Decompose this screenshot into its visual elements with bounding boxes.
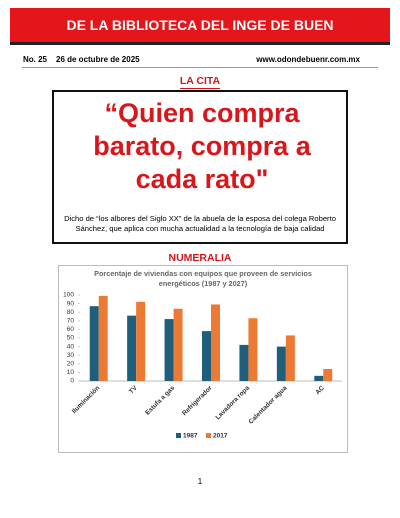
bar (314, 375, 324, 381)
y-tick-label: 10 (67, 369, 75, 376)
section-heading: NUMERALIA (0, 252, 400, 266)
issue-date: 26 de octubre de 2025 (56, 55, 140, 64)
y-tick-label: 80 (67, 309, 75, 316)
bar (248, 318, 258, 381)
chart-frame (58, 265, 348, 453)
legend-swatch (176, 433, 181, 438)
y-tick-label: 60 (67, 326, 75, 333)
quote-line: barato, compra a (93, 131, 311, 161)
legend-label: 1987 (183, 433, 198, 440)
bar (239, 344, 249, 381)
bar (127, 315, 137, 381)
quote-line: cada rato" (135, 164, 269, 194)
y-tick-label: 20 (67, 361, 75, 368)
bar (285, 335, 295, 381)
x-tick-label: Calentador agua (248, 384, 289, 425)
page-number: 1 (197, 477, 203, 486)
issue-number: No. 25 (23, 55, 48, 64)
chart-title: Porcentaje de viviendas con equipos que … (94, 269, 312, 288)
x-tick-label: TV (128, 384, 139, 395)
header-title: DE LA BIBLIOTECA DEL INGE DE BUEN (10, 8, 390, 45)
y-tick-label: 90 (67, 300, 75, 307)
rule (22, 67, 378, 68)
quote-line: “Quien compra (104, 98, 300, 128)
legend-swatch (206, 433, 211, 438)
bar (173, 308, 183, 381)
bar (323, 368, 333, 381)
section-heading-text: LA CITA (179, 75, 221, 89)
legend-label: 2017 (213, 433, 228, 440)
bar (98, 295, 108, 381)
y-tick-label: 50 (67, 335, 75, 342)
section-heading-text: NUMERALIA (168, 252, 232, 266)
bar (211, 304, 220, 381)
x-tick-label: AC (314, 384, 326, 396)
x-tick-label: Estufa a gas (144, 384, 176, 416)
bar (89, 306, 99, 381)
y-tick-label: 40 (67, 343, 75, 350)
quote-caption: Dicho de “los albores del Siglo XX” de l… (64, 214, 336, 233)
y-tick-label: 30 (67, 352, 75, 359)
website: www.odondebuenr.com.mx (256, 55, 360, 64)
bar (202, 331, 211, 381)
bar (164, 319, 174, 381)
y-tick-label: 70 (67, 318, 75, 325)
section-heading: LA CITA (0, 75, 400, 89)
x-tick-label: Refrigerador (181, 384, 214, 417)
quote-box: “Quien compra barato, compra a cada rato… (52, 90, 348, 244)
y-tick-label: 0 (70, 378, 74, 385)
x-tick-label: Lavadora ropa (214, 384, 251, 421)
bar (136, 301, 146, 381)
y-tick-label: 100 (63, 292, 74, 299)
bar (276, 346, 286, 381)
x-tick-label: Iluminación (71, 385, 102, 416)
